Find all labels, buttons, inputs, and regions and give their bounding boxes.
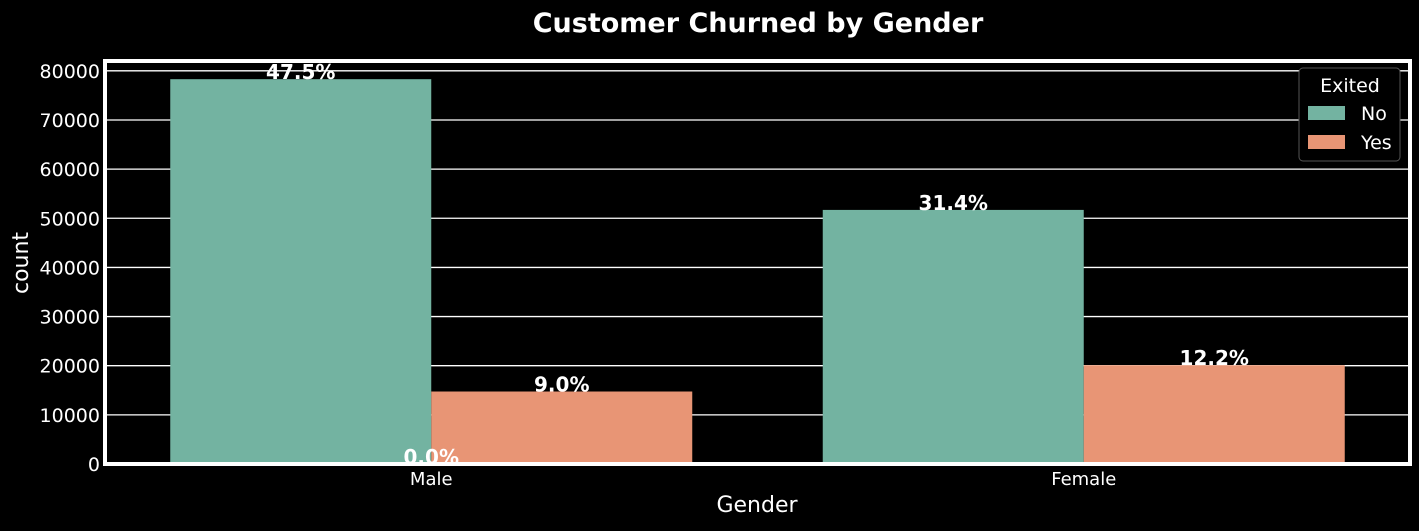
y-tick-label: 40000	[40, 257, 100, 279]
legend-swatch-yes	[1308, 135, 1345, 149]
y-axis-ticks: 0 10000 20000 30000 40000 50000 60000 70000 8000…	[40, 61, 100, 476]
y-tick-label: 70000	[40, 110, 100, 132]
bar-data-label: 31.4%	[919, 191, 988, 215]
y-tick-label: 50000	[40, 208, 100, 230]
y-tick-label: 30000	[40, 307, 100, 329]
bars	[170, 79, 1345, 464]
legend-swatch-no	[1308, 106, 1345, 120]
x-tick-label: Female	[1051, 469, 1116, 490]
legend-label-no: No	[1361, 103, 1387, 125]
chart-title: Customer Churned by Gender	[533, 8, 984, 39]
bar-yes-female	[1083, 365, 1345, 464]
y-tick-label: 80000	[40, 61, 100, 83]
x-axis-ticks: Male Female	[410, 469, 1116, 490]
y-tick-label: 60000	[40, 159, 100, 181]
bar-data-label: 47.5%	[266, 60, 335, 84]
y-axis-label: count	[9, 232, 34, 294]
bar-yes-male	[431, 391, 693, 464]
bar-no-female	[822, 209, 1084, 464]
legend-title: Exited	[1320, 75, 1380, 97]
legend: Exited No Yes	[1298, 67, 1401, 162]
legend-label-yes: Yes	[1360, 132, 1392, 154]
axes-frame	[103, 59, 1412, 466]
y-tick-label: 20000	[40, 356, 100, 378]
x-axis-label: Gender	[716, 493, 798, 518]
x-tick-label: Male	[410, 469, 453, 490]
bar-data-label: 9.0%	[534, 373, 589, 397]
bar-data-label: 12.2%	[1180, 346, 1249, 370]
bar-no-male	[170, 79, 432, 464]
y-tick-label: 10000	[40, 405, 100, 427]
y-tick-label: 0	[88, 454, 100, 476]
